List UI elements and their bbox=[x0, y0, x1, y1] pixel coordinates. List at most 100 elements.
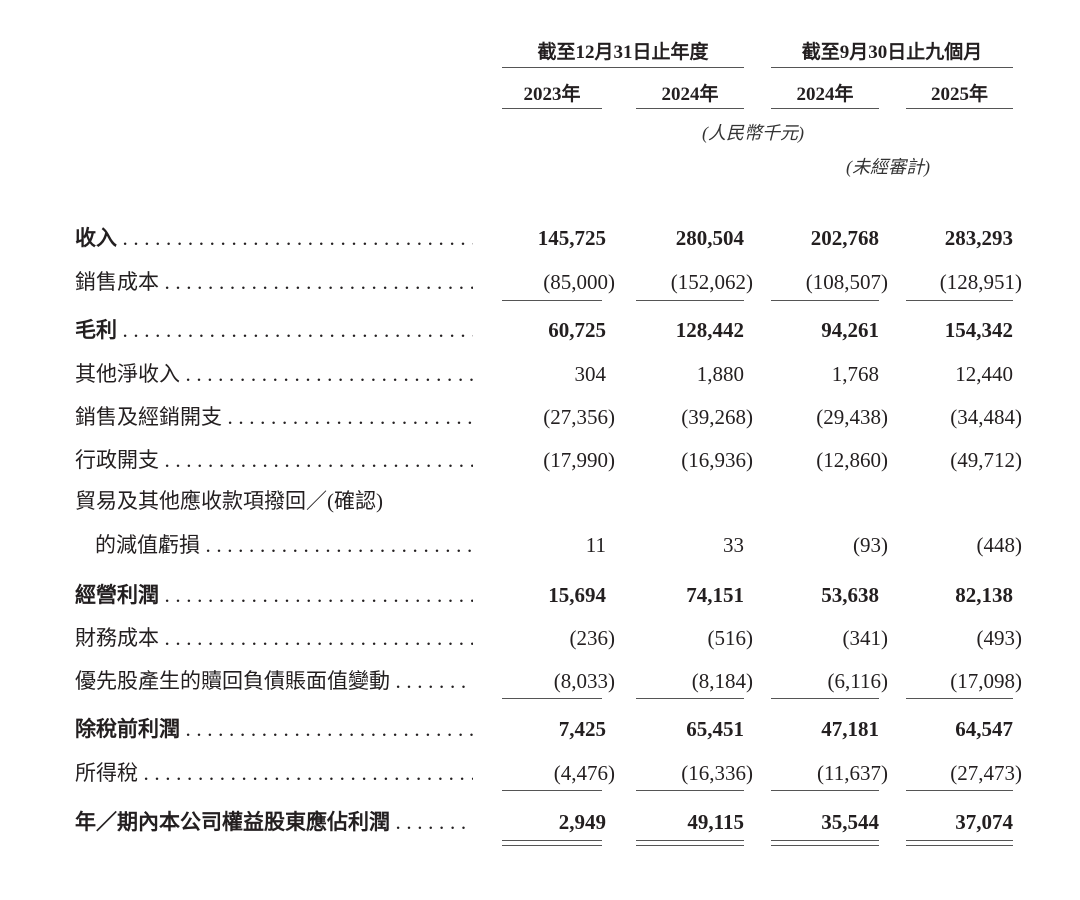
row-value: (49,712) bbox=[950, 448, 1022, 472]
subtotal-rule bbox=[502, 840, 602, 841]
row-value: (16,336) bbox=[681, 761, 753, 785]
table-row: 的減值虧損 11 33 (93) (448) bbox=[0, 530, 1080, 560]
header-nine-months: 截至9月30日止九個月 bbox=[801, 42, 983, 63]
row-value: 2,949 bbox=[558, 810, 606, 834]
subtotal-rule bbox=[771, 790, 879, 791]
header-annual: 截至12月31日止年度 bbox=[537, 42, 709, 63]
subtotal-rule bbox=[502, 845, 602, 846]
row-label: 收入 bbox=[75, 223, 473, 253]
currency-note: (人民幣千元) bbox=[702, 123, 804, 143]
year-rule bbox=[771, 108, 879, 109]
row-value: (152,062) bbox=[670, 270, 753, 294]
row-value: (85,000) bbox=[543, 270, 615, 294]
table-row: 年／期內本公司權益股東應佔利潤 2,949 49,115 35,544 37,074 bbox=[0, 807, 1080, 837]
row-value: 49,115 bbox=[687, 810, 744, 834]
row-label: 除稅前利潤 bbox=[75, 714, 473, 744]
row-value: (108,507) bbox=[805, 270, 888, 294]
row-value: 33 bbox=[723, 533, 744, 557]
row-label: 其他淨收入 bbox=[75, 359, 473, 389]
row-value: (29,438) bbox=[816, 405, 888, 429]
year-header: 2023年 bbox=[523, 84, 581, 105]
row-value: (12,860) bbox=[816, 448, 888, 472]
row-label: 所得稅 bbox=[75, 758, 473, 788]
row-value: 82,138 bbox=[955, 583, 1013, 607]
row-value: 304 bbox=[574, 362, 607, 386]
row-value: 1,880 bbox=[696, 362, 744, 386]
row-value: (128,951) bbox=[939, 270, 1022, 294]
table-row: 行政開支 (17,990) (16,936) (12,860) (49,712) bbox=[0, 445, 1080, 475]
row-value: 35,544 bbox=[821, 810, 879, 834]
subtotal-rule bbox=[502, 790, 602, 791]
subtotal-rule bbox=[906, 840, 1013, 841]
row-value: (27,356) bbox=[543, 405, 615, 429]
row-label: 行政開支 bbox=[75, 445, 473, 475]
row-value: (341) bbox=[842, 626, 889, 650]
row-value: 15,694 bbox=[548, 583, 606, 607]
row-value: 283,293 bbox=[944, 226, 1013, 250]
header-rule-nine-months bbox=[771, 67, 1013, 68]
subtotal-rule bbox=[636, 845, 744, 846]
header-rule-annual bbox=[502, 67, 744, 68]
subtotal-rule bbox=[906, 698, 1013, 699]
row-value: (34,484) bbox=[950, 405, 1022, 429]
table-row: 財務成本 (236) (516) (341) (493) bbox=[0, 623, 1080, 653]
row-label: 銷售及經銷開支 bbox=[75, 402, 473, 432]
year-rule bbox=[636, 108, 744, 109]
row-value: (6,116) bbox=[827, 669, 888, 693]
table-row-label: 貿易及其他應收款項撥回／(確認) bbox=[0, 486, 1080, 516]
subtotal-rule bbox=[771, 845, 879, 846]
table-row: 銷售成本 (85,000) (152,062) (108,507) (128,951) bbox=[0, 267, 1080, 297]
table-row: 收入 145,725 280,504 202,768 283,293 bbox=[0, 223, 1080, 253]
table-row: 優先股產生的贖回負債賬面值變動 (8,033) (8,184) (6,116) (17,… bbox=[0, 666, 1080, 696]
year-rule bbox=[502, 108, 602, 109]
row-value: (8,184) bbox=[691, 669, 753, 693]
subtotal-rule bbox=[771, 840, 879, 841]
row-value: 1,768 bbox=[831, 362, 879, 386]
year-header: 2024年 bbox=[661, 84, 719, 105]
row-value: 60,725 bbox=[548, 318, 606, 342]
row-value: 64,547 bbox=[955, 717, 1013, 741]
row-value: 65,451 bbox=[686, 717, 744, 741]
row-value: 37,074 bbox=[955, 810, 1013, 834]
row-value: (11,637) bbox=[817, 761, 888, 785]
unaudited-note: (未經審計) bbox=[846, 157, 930, 177]
row-label: 銷售成本 bbox=[75, 267, 473, 297]
table-row: 經營利潤 15,694 74,151 53,638 82,138 bbox=[0, 580, 1080, 610]
row-value: 12,440 bbox=[955, 362, 1013, 386]
table-row: 所得稅 (4,476) (16,336) (11,637) (27,473) bbox=[0, 758, 1080, 788]
row-value: (493) bbox=[976, 626, 1023, 650]
row-value: 53,638 bbox=[821, 583, 879, 607]
table-row: 其他淨收入 304 1,880 1,768 12,440 bbox=[0, 359, 1080, 389]
row-label: 經營利潤 bbox=[75, 580, 473, 610]
row-value: (516) bbox=[707, 626, 754, 650]
row-value: (236) bbox=[569, 626, 616, 650]
subtotal-rule bbox=[771, 300, 879, 301]
row-label: 的減值虧損 bbox=[95, 530, 473, 560]
row-label: 優先股產生的贖回負債賬面值變動 bbox=[75, 666, 473, 696]
row-label: 貿易及其他應收款項撥回／(確認) bbox=[75, 489, 383, 513]
row-value: 7,425 bbox=[558, 717, 606, 741]
row-value: 94,261 bbox=[821, 318, 879, 342]
table-row: 除稅前利潤 7,425 65,451 47,181 64,547 bbox=[0, 714, 1080, 744]
subtotal-rule bbox=[636, 698, 744, 699]
subtotal-rule bbox=[906, 790, 1013, 791]
table-row: 銷售及經銷開支 (27,356) (39,268) (29,438) (34,484) bbox=[0, 402, 1080, 432]
row-value: (39,268) bbox=[681, 405, 753, 429]
subtotal-rule bbox=[636, 300, 744, 301]
subtotal-rule bbox=[906, 845, 1013, 846]
row-label: 年／期內本公司權益股東應佔利潤 bbox=[75, 807, 473, 837]
row-value: (16,936) bbox=[681, 448, 753, 472]
row-value: 202,768 bbox=[810, 226, 879, 250]
year-header: 2025年 bbox=[930, 84, 988, 105]
row-value: 11 bbox=[585, 533, 606, 557]
row-label: 毛利 bbox=[75, 315, 473, 345]
row-value: 145,725 bbox=[537, 226, 606, 250]
row-value: (4,476) bbox=[553, 761, 615, 785]
row-value: 74,151 bbox=[686, 583, 744, 607]
row-label: 財務成本 bbox=[75, 623, 473, 653]
row-value: 154,342 bbox=[944, 318, 1013, 342]
table-row: 毛利 60,725 128,442 94,261 154,342 bbox=[0, 315, 1080, 345]
subtotal-rule bbox=[771, 698, 879, 699]
row-value: (93) bbox=[853, 533, 888, 557]
row-value: 47,181 bbox=[821, 717, 879, 741]
